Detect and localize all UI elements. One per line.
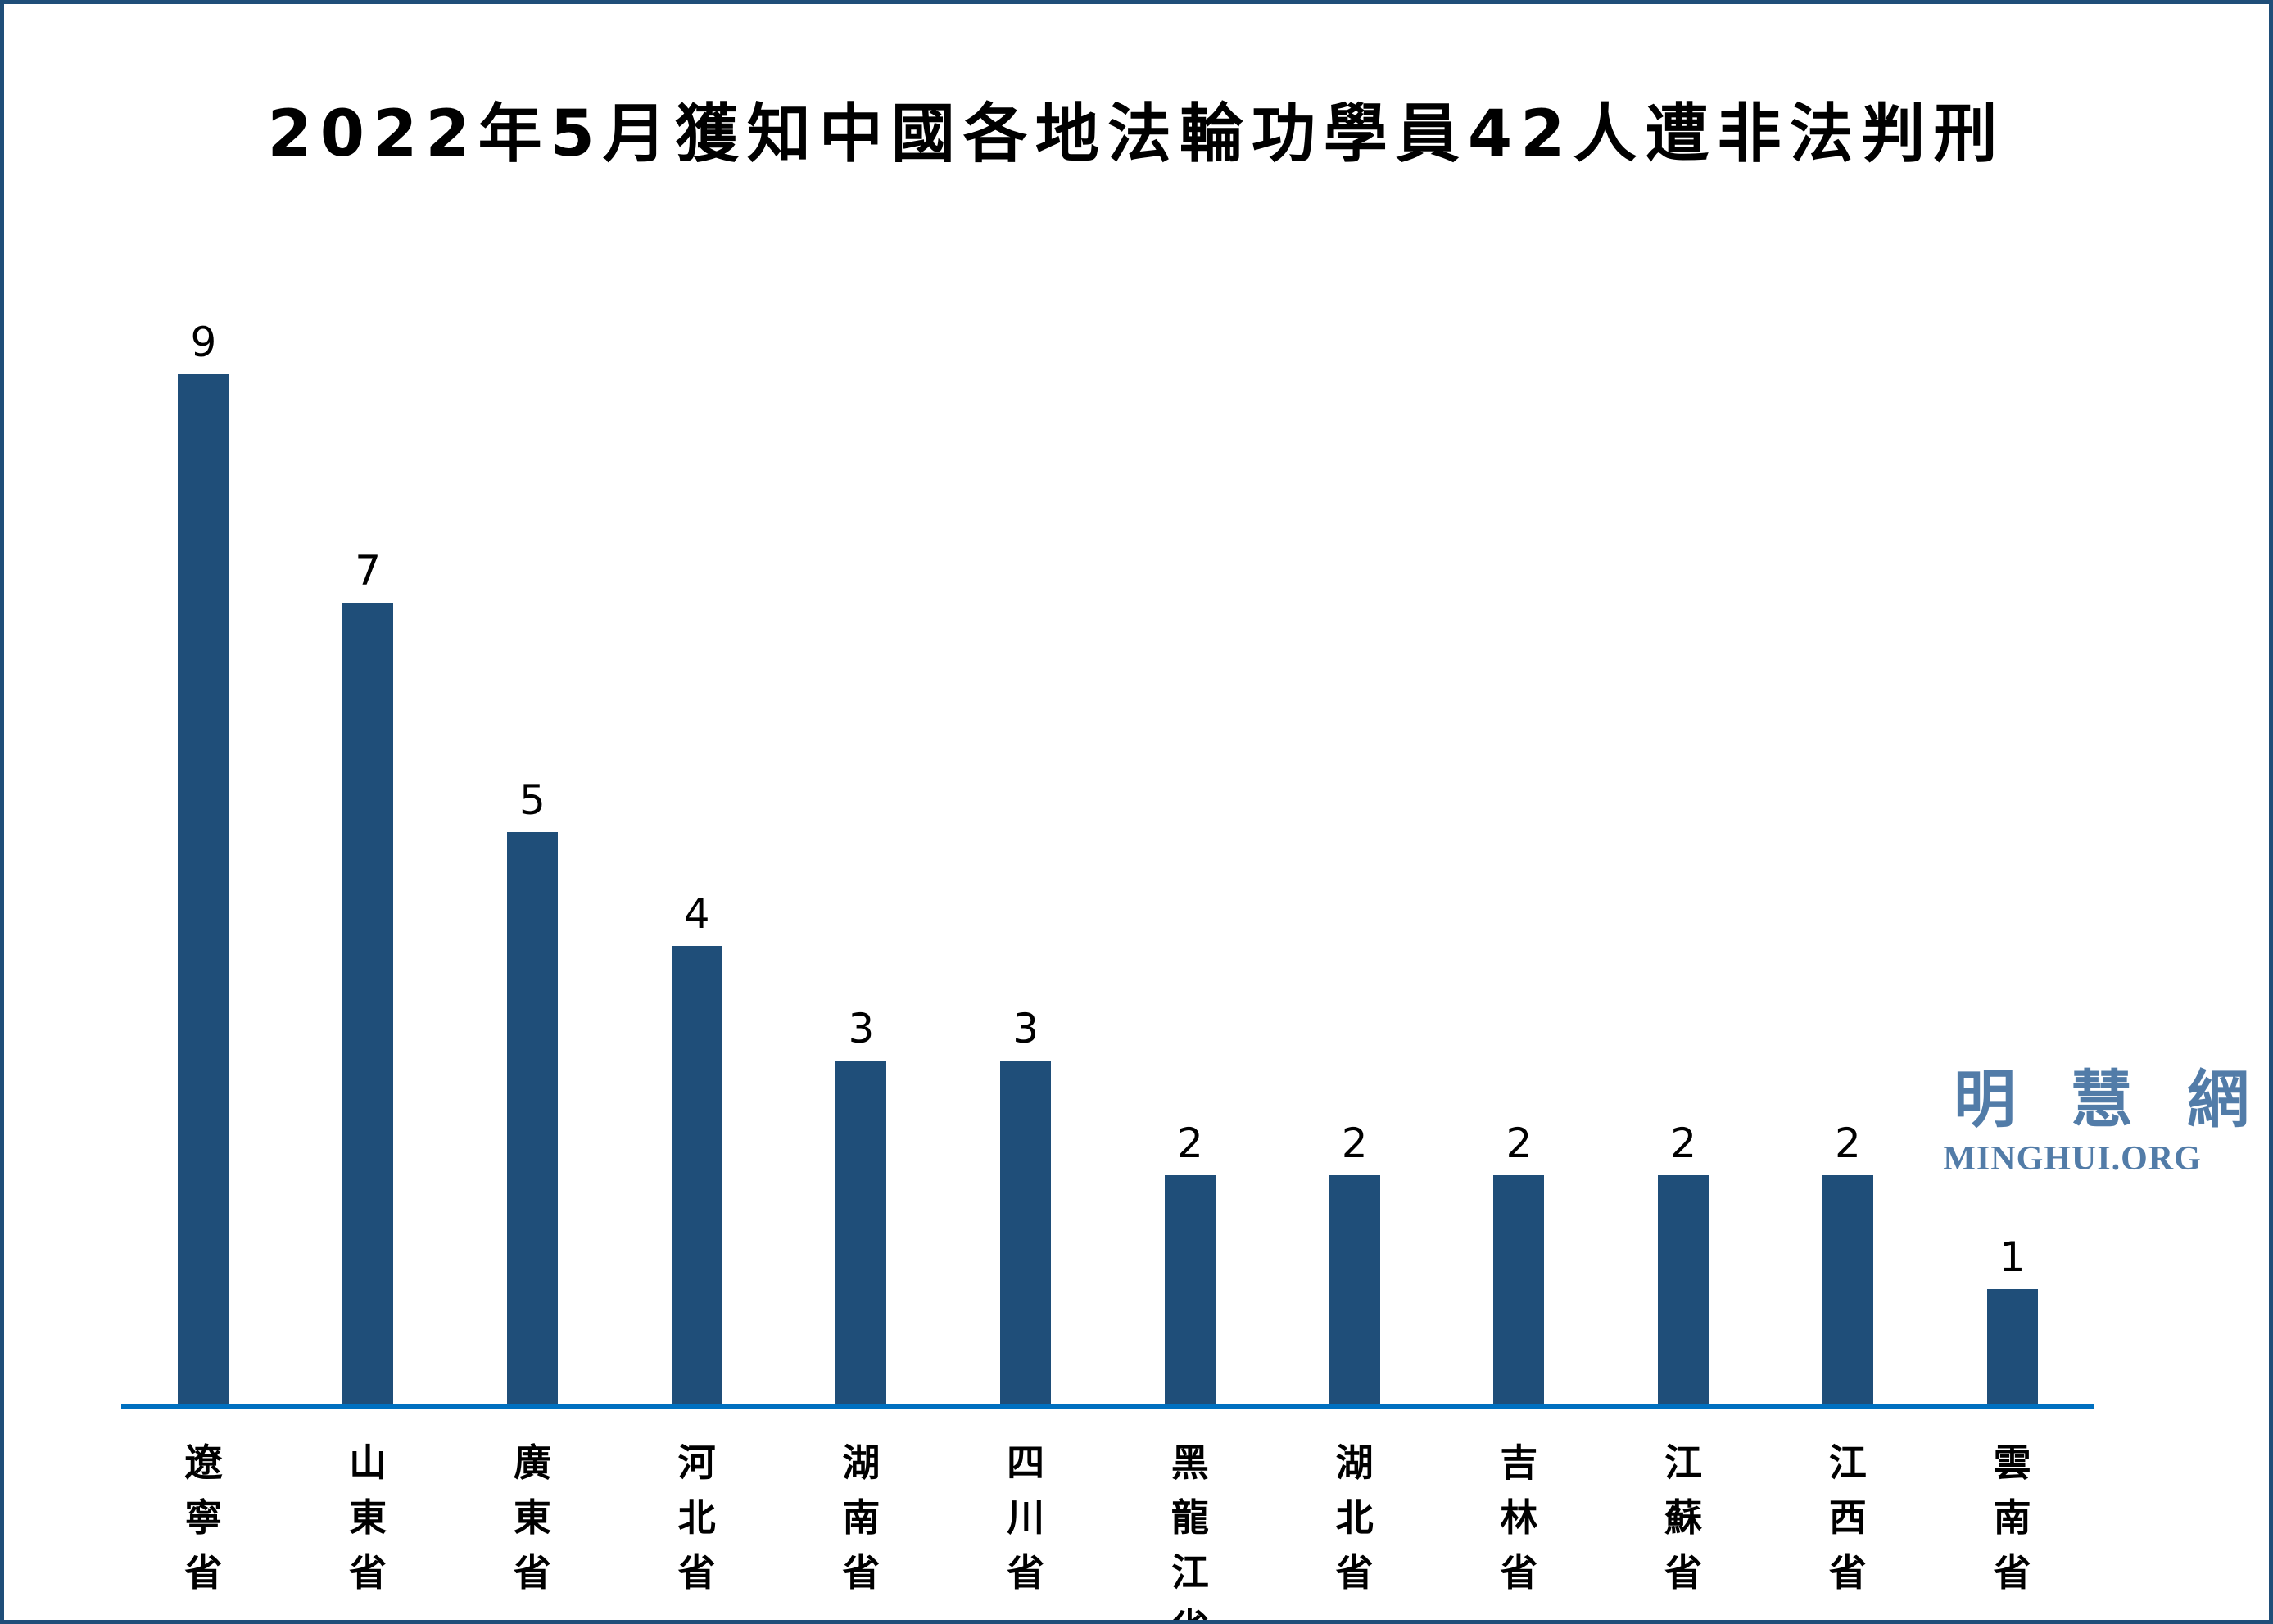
bar-slot: 2: [1601, 1123, 1766, 1404]
bar-value-label: 2: [1341, 1119, 1368, 1167]
category-label: 四川省: [944, 1436, 1108, 1620]
bar: [1986, 1289, 2038, 1404]
bar-value-label: 3: [1012, 1004, 1039, 1052]
bar: [178, 373, 229, 1404]
category-label: 遼寧省: [121, 1436, 286, 1620]
category-label: 江西省: [1766, 1436, 1931, 1620]
bar: [1658, 1174, 1709, 1404]
category-label: 山東省: [286, 1436, 451, 1620]
category-label-text: 吉林省: [1500, 1441, 1538, 1595]
category-label-text: 湖北省: [1335, 1441, 1374, 1595]
bar: [671, 946, 722, 1404]
bar-value-label: 1: [1999, 1233, 2026, 1282]
bar-slot: 2: [1766, 1123, 1931, 1404]
bar: [1493, 1174, 1545, 1404]
bar-slot: 7: [286, 550, 451, 1404]
category-label-text: 江蘇省: [1664, 1441, 1703, 1595]
category-label-text: 山東省: [349, 1441, 387, 1595]
bar-value-label: 7: [355, 547, 382, 595]
bar-value-label: 5: [518, 776, 546, 824]
bar-value-label: 9: [190, 318, 217, 366]
minghui-logo-url-text: MINGHUI.ORG: [1943, 1139, 2202, 1178]
category-label-text: 遼寧省: [184, 1441, 223, 1595]
bar-slot: 5: [451, 776, 615, 1404]
minghui-logo: 明 慧 網 MINGHUI.ORG: [1937, 1063, 2266, 1178]
category-label: 湖南省: [779, 1436, 944, 1620]
category-label-text: 河北省: [677, 1441, 716, 1595]
category-label: 湖北省: [1272, 1436, 1437, 1620]
category-label: 雲南省: [1930, 1436, 2094, 1620]
category-label-text: 黑龍江省: [1170, 1441, 1209, 1620]
category-label: 黑龍江省: [1108, 1436, 1273, 1620]
category-label-text: 雲南省: [1993, 1441, 2031, 1595]
bar: [506, 831, 558, 1404]
bar-slot: 2: [1437, 1123, 1601, 1404]
bar: [1000, 1060, 1052, 1404]
category-label: 江蘇省: [1601, 1436, 1766, 1620]
bar-slot: 1: [1930, 1237, 2094, 1404]
bar-value-label: 3: [848, 1004, 875, 1052]
bar: [1329, 1174, 1380, 1404]
bar: [835, 1060, 887, 1404]
x-axis-line: [121, 1404, 2094, 1409]
bar-value-label: 4: [683, 890, 710, 939]
category-label: 廣東省: [451, 1436, 615, 1620]
bar-slot: 2: [1108, 1123, 1273, 1404]
bar-slot: 3: [779, 1008, 944, 1404]
bar-slot: 3: [944, 1008, 1108, 1404]
category-label: 河北省: [614, 1436, 779, 1620]
category-label-text: 湖南省: [842, 1441, 881, 1595]
bar: [342, 603, 394, 1404]
bar: [1822, 1174, 1873, 1404]
category-label-text: 江西省: [1828, 1441, 1867, 1595]
bar-slot: 4: [614, 893, 779, 1404]
bar-value-label: 2: [1176, 1119, 1203, 1167]
category-label-text: 四川省: [1007, 1441, 1045, 1595]
bar: [1164, 1174, 1216, 1404]
bar-slot: 2: [1272, 1123, 1437, 1404]
category-label: 吉林省: [1437, 1436, 1601, 1620]
minghui-logo-chinese-text: 明 慧 網: [1954, 1063, 2266, 1136]
category-labels-row: 遼寧省 山東省 廣東省 河北省 湖南省 四川省 黑龍江省 湖北省 吉林省 江蘇省 江西省 雲南省: [121, 1436, 2094, 1620]
bar-value-label: 2: [1506, 1119, 1533, 1167]
bar-value-label: 2: [1834, 1119, 1861, 1167]
bar-slot: 9: [121, 322, 286, 1404]
bar-value-label: 2: [1670, 1119, 1697, 1167]
chart-title: 2022年5月獲知中國各地法輪功學員42人遭非法判刑: [267, 97, 2006, 171]
category-label-text: 廣東省: [513, 1441, 551, 1595]
